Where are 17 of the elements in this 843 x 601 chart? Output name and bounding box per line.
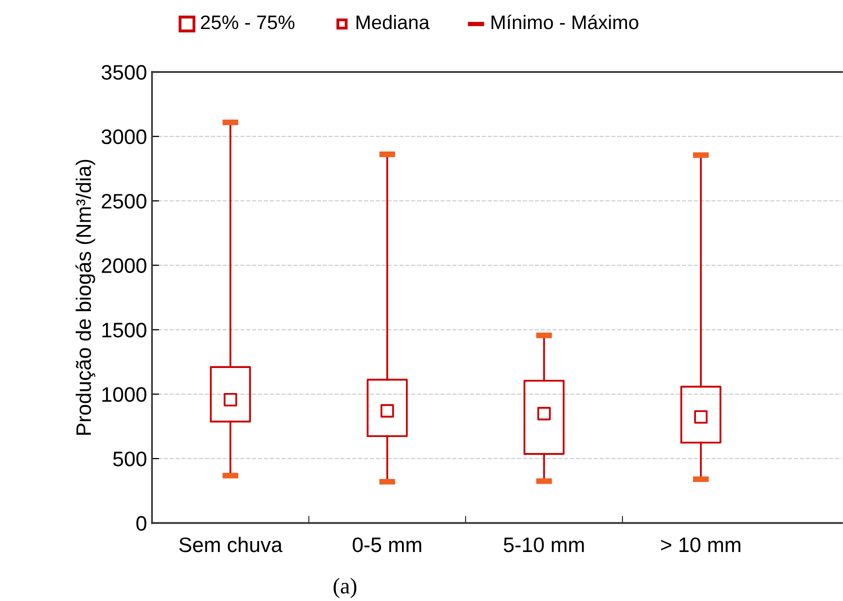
y-tick-label: 0: [136, 516, 146, 531]
y-tick-label: 1000: [102, 387, 146, 402]
y-tick-label: 2000: [102, 258, 146, 274]
x-tick-label: 0-5 mm: [352, 537, 422, 552]
text: Mínimo - Máximo: [492, 14, 638, 30]
y-tick-label: 500: [113, 452, 146, 466]
text: 25% - 75%: [200, 15, 294, 30]
text: (a): [334, 578, 356, 598]
text: Mediana: [356, 14, 430, 30]
x-tick-label: Sem chuva: [179, 536, 283, 552]
y-tick-label: 3000: [102, 129, 146, 144]
y-tick-label: 1500: [102, 322, 146, 338]
y-axis-title: Produção de biogás (Nm³/dia): [75, 160, 96, 435]
x-tick-label: 5-10 mm: [504, 537, 584, 552]
y-tick-label: 2500: [102, 194, 146, 209]
x-tick-label: > 10 mm: [661, 537, 740, 552]
y-tick-label: 3500: [102, 65, 146, 80]
